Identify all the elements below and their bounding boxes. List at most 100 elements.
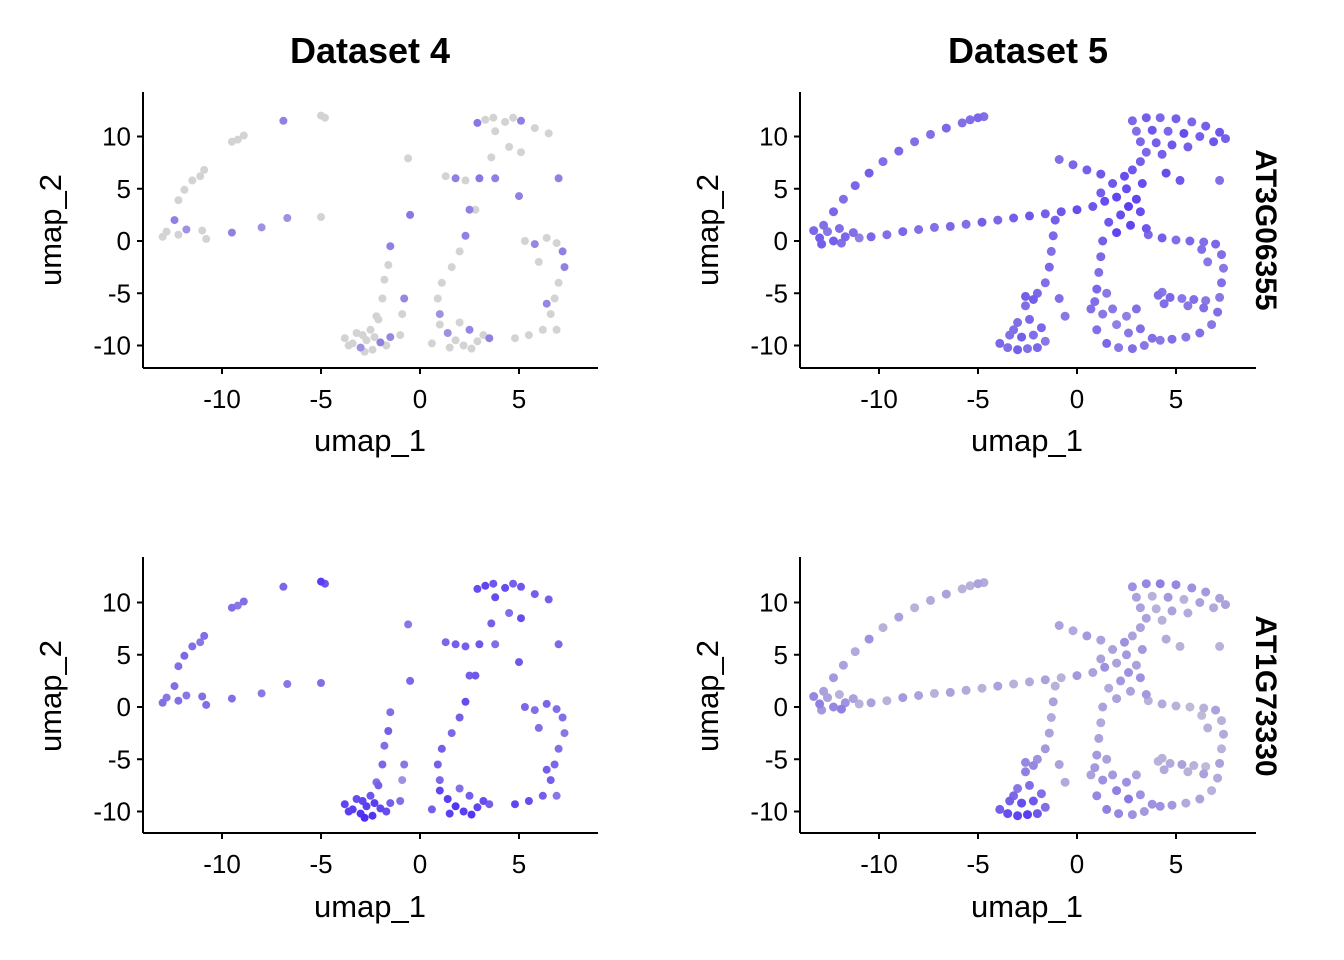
cell-point (1135, 207, 1145, 217)
cell-point (560, 263, 569, 272)
cell-point (1098, 702, 1108, 712)
cell-point (1086, 304, 1096, 314)
cell-point (1127, 344, 1137, 354)
cell-point (973, 579, 983, 589)
cell-point (1036, 323, 1046, 333)
y-tick-label: 0 (774, 692, 788, 722)
cell-point (1092, 325, 1102, 335)
cell-point (382, 807, 391, 816)
cell-point (386, 708, 395, 717)
cell-point (829, 702, 838, 712)
cell-point (1032, 809, 1042, 819)
cell-point (1183, 301, 1193, 311)
cell-point (473, 584, 482, 593)
cell-point (1108, 179, 1118, 188)
cell-point (465, 791, 474, 800)
cell-point (1127, 582, 1137, 592)
cell-point (447, 263, 456, 272)
cell-point (1040, 744, 1050, 754)
cell-point (465, 205, 474, 214)
cell-point (509, 579, 518, 588)
cell-point (396, 331, 405, 340)
cell-point (1141, 690, 1151, 699)
y-tick-label: 10 (759, 588, 788, 618)
cell-point (957, 118, 967, 128)
cell-point (1056, 673, 1066, 683)
cell-point (398, 310, 407, 319)
cell-point (524, 797, 533, 805)
y-tick-label: 0 (117, 226, 131, 256)
cell-point (1209, 137, 1219, 147)
cell-point (501, 583, 510, 592)
cell-point (1048, 231, 1058, 241)
cell-point (809, 226, 819, 236)
cell-point (961, 685, 971, 695)
cell-point (1203, 723, 1213, 733)
cell-point (1157, 699, 1167, 709)
cell-point (1207, 320, 1217, 330)
cell-point (1126, 686, 1135, 696)
cell-point (1167, 606, 1177, 616)
cell-point (400, 294, 409, 303)
cell-point (1217, 716, 1226, 726)
cell-point (817, 239, 827, 249)
cell-point (283, 214, 292, 222)
cell-point (1207, 786, 1217, 796)
cell-point (1131, 304, 1141, 314)
cell-point (882, 230, 892, 240)
cell-point (465, 671, 474, 680)
cell-point (1211, 705, 1221, 715)
cell-point (1025, 677, 1034, 687)
cell-point (1167, 800, 1177, 810)
row-label-gene-1: AT3G06355 (1249, 149, 1282, 310)
cell-point (1028, 330, 1038, 340)
cell-point (384, 727, 393, 735)
cell-point (829, 207, 838, 217)
cell-point (866, 698, 876, 708)
cell-point (1054, 294, 1064, 303)
cell-point (1100, 662, 1110, 672)
cell-point (505, 142, 514, 151)
cell-point (257, 689, 266, 698)
cell-point (1112, 192, 1122, 202)
y-tick-label: -5 (765, 744, 788, 774)
cell-point (1201, 587, 1211, 597)
cell-point (1124, 328, 1133, 338)
cell-point (829, 236, 838, 246)
cell-point (459, 807, 468, 816)
cell-point (1179, 128, 1189, 138)
cell-point (1127, 810, 1137, 820)
cell-point (914, 225, 924, 234)
cell-point (1151, 604, 1161, 614)
cell-point (558, 713, 567, 722)
cell-point (1215, 127, 1225, 137)
cell-point (961, 219, 971, 229)
cell-point (1135, 324, 1145, 334)
cell-point (445, 343, 454, 352)
cell-point (384, 261, 393, 269)
cell-point (910, 603, 920, 613)
cell-point (530, 706, 539, 715)
cell-point (965, 581, 975, 591)
cell-point (227, 137, 236, 146)
cell-point (1215, 641, 1225, 651)
cell-point (1017, 332, 1027, 342)
cell-point (848, 228, 858, 238)
x-tick-label: -5 (966, 849, 989, 879)
cell-point (374, 781, 383, 790)
cell-point (1092, 284, 1102, 294)
cell-point (1195, 794, 1205, 804)
cell-point (200, 631, 209, 640)
cell-point (1161, 168, 1171, 178)
cell-point (1021, 291, 1030, 301)
cell-point (520, 703, 529, 711)
cell-point (546, 310, 555, 319)
cell-point (995, 338, 1005, 348)
cell-point (1021, 767, 1030, 777)
cell-point (1201, 296, 1211, 306)
cell-point (1155, 801, 1165, 811)
cell-point (1199, 237, 1209, 247)
cell-point (435, 320, 444, 329)
cell-point (1036, 789, 1046, 799)
cell-point (479, 331, 488, 340)
